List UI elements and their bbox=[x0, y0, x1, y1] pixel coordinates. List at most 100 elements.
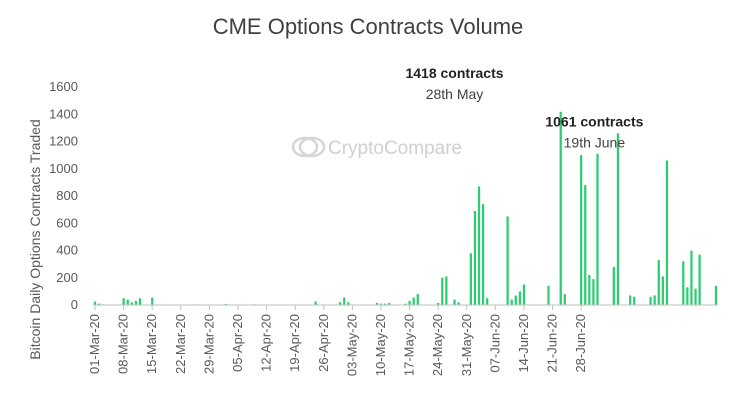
x-tick-label: 17-May-20 bbox=[402, 314, 417, 376]
y-tick-label: 1200 bbox=[49, 134, 78, 149]
bar bbox=[457, 302, 460, 305]
bar bbox=[592, 279, 595, 305]
bar bbox=[445, 276, 448, 305]
bar bbox=[126, 299, 129, 305]
bar bbox=[416, 294, 419, 305]
y-axis: 0 200 400 600 800 1000 1200 1400 1600 bbox=[49, 79, 78, 312]
bar bbox=[473, 210, 477, 305]
bar bbox=[629, 295, 632, 305]
bar bbox=[616, 133, 620, 305]
y-axis-label: Bitcoin Daily Options Contracts Traded bbox=[27, 119, 43, 359]
bar bbox=[388, 302, 391, 305]
y-tick-label: 1000 bbox=[49, 161, 78, 176]
bar bbox=[151, 297, 154, 305]
bar bbox=[518, 291, 522, 305]
x-tick-label: 03-May-20 bbox=[344, 314, 359, 376]
bar bbox=[93, 301, 97, 305]
annotation-value: 1061 contracts bbox=[545, 113, 643, 129]
x-tick-label: 07-Jun-20 bbox=[487, 314, 502, 373]
bar bbox=[412, 297, 415, 305]
x-tick-label: 10-May-20 bbox=[373, 314, 388, 376]
x-tick-label: 28-Jun-20 bbox=[573, 314, 588, 373]
bar bbox=[122, 298, 125, 305]
bar bbox=[596, 153, 599, 305]
annotation-date: 28th May bbox=[426, 86, 484, 102]
y-tick-label: 800 bbox=[56, 188, 78, 203]
bar bbox=[134, 300, 138, 305]
cryptocompare-logo-icon bbox=[291, 136, 326, 158]
bar bbox=[98, 303, 101, 305]
bar bbox=[633, 296, 636, 305]
bar bbox=[486, 298, 489, 305]
annotation-date: 19th June bbox=[564, 134, 626, 150]
bar bbox=[453, 299, 456, 305]
x-tick-label: 24-May-20 bbox=[430, 314, 445, 376]
bar bbox=[314, 301, 317, 305]
x-tick-label: 05-Apr-20 bbox=[230, 314, 245, 372]
bar bbox=[506, 216, 509, 305]
bar bbox=[547, 285, 550, 305]
bar bbox=[375, 302, 379, 305]
bar bbox=[686, 287, 689, 305]
x-tick-label: 01-Mar-20 bbox=[87, 314, 102, 374]
bar bbox=[588, 275, 591, 305]
bar bbox=[343, 297, 346, 305]
bar bbox=[481, 204, 485, 305]
x-tick-label: 15-Mar-20 bbox=[144, 314, 159, 374]
bar bbox=[690, 250, 693, 305]
bar bbox=[584, 185, 587, 305]
x-tick-label: 12-Apr-20 bbox=[259, 314, 274, 372]
bar bbox=[347, 302, 350, 305]
bars bbox=[93, 111, 718, 305]
bar bbox=[379, 303, 383, 305]
x-tick-label: 19-Apr-20 bbox=[287, 314, 302, 372]
watermark-text: CryptoCompare bbox=[328, 138, 462, 159]
bar bbox=[653, 295, 656, 305]
x-tick-label: 08-Mar-20 bbox=[116, 314, 131, 374]
x-tick-label: 14-Jun-20 bbox=[516, 314, 531, 373]
bar bbox=[580, 155, 583, 305]
bar bbox=[694, 288, 697, 305]
bar bbox=[138, 298, 142, 305]
x-tick-label: 21-Jun-20 bbox=[545, 314, 560, 373]
bar bbox=[383, 303, 387, 305]
bar bbox=[559, 111, 562, 305]
bar bbox=[437, 302, 440, 305]
x-axis: 01-Mar-20 08-Mar-20 15-Mar-20 22-Mar-20 29-M… bbox=[87, 305, 588, 376]
bar bbox=[510, 299, 513, 305]
bar bbox=[441, 277, 444, 305]
y-tick-label: 1400 bbox=[49, 106, 78, 121]
x-tick-label: 26-Apr-20 bbox=[316, 314, 331, 372]
bar bbox=[469, 253, 472, 305]
bar bbox=[522, 284, 526, 305]
bar bbox=[404, 303, 407, 305]
y-tick-label: 200 bbox=[56, 270, 78, 285]
y-tick-label: 1600 bbox=[49, 79, 78, 94]
bar bbox=[408, 300, 411, 305]
bar bbox=[477, 186, 481, 305]
y-tick-label: 400 bbox=[56, 243, 78, 258]
x-tick-label: 31-May-20 bbox=[459, 314, 474, 376]
bar bbox=[682, 261, 685, 305]
chart-title: CME Options Contracts Volume bbox=[212, 14, 524, 39]
bar bbox=[665, 160, 669, 305]
bar bbox=[661, 276, 664, 305]
bar bbox=[224, 303, 227, 305]
bar bbox=[714, 285, 718, 305]
bar bbox=[657, 260, 660, 305]
bar bbox=[698, 254, 701, 305]
annotations: 1418 contracts 28th May 1061 contracts 19th… bbox=[405, 65, 643, 151]
bar bbox=[339, 302, 342, 305]
annotation-value: 1418 contracts bbox=[405, 65, 503, 81]
bar bbox=[612, 266, 615, 305]
x-tick-label: 22-Mar-20 bbox=[173, 314, 188, 374]
watermark: CryptoCompare bbox=[291, 136, 462, 159]
y-tick-label: 0 bbox=[71, 297, 78, 312]
bar bbox=[514, 295, 517, 305]
y-tick-label: 600 bbox=[56, 215, 78, 230]
x-tick-label: 29-Mar-20 bbox=[201, 314, 216, 374]
bar bbox=[130, 302, 133, 305]
bar bbox=[649, 296, 652, 305]
bar bbox=[563, 294, 566, 305]
